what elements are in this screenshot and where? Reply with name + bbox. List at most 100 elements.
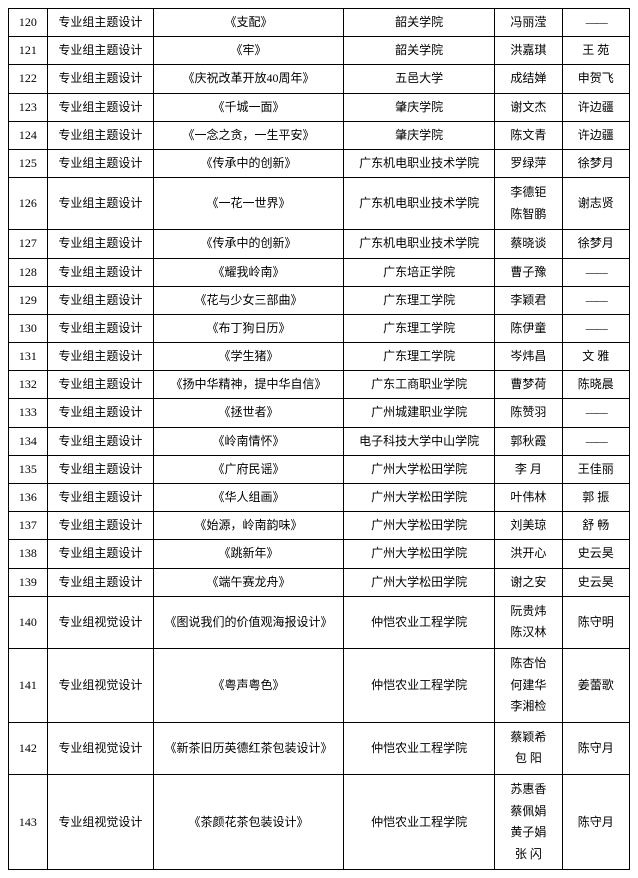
- school: 广东培正学院: [344, 258, 495, 286]
- category: 专业组主题设计: [47, 455, 153, 483]
- school: 电子科技大学中山学院: [344, 427, 495, 455]
- advisor: 文 雅: [562, 343, 629, 371]
- work-title: 《新茶旧历英德红茶包装设计》: [154, 722, 344, 774]
- names: 陈赞羽: [495, 399, 562, 427]
- school: 广州大学松田学院: [344, 568, 495, 596]
- advisor: 王佳丽: [562, 455, 629, 483]
- names: 谢文杰: [495, 93, 562, 121]
- advisor: ——: [562, 427, 629, 455]
- row-number: 130: [9, 314, 48, 342]
- advisor: ——: [562, 286, 629, 314]
- table-row: 136专业组主题设计《华人组画》广州大学松田学院叶伟林郭 振: [9, 484, 630, 512]
- table-row: 120专业组主题设计《支配》韶关学院冯丽滢——: [9, 9, 630, 37]
- table-row: 143专业组视觉设计《茶颜花茶包装设计》仲恺农业工程学院苏惠香蔡佩娟黄子娟张 闪…: [9, 774, 630, 869]
- advisor: ——: [562, 258, 629, 286]
- table-row: 129专业组主题设计《花与少女三部曲》广东理工学院李颖君——: [9, 286, 630, 314]
- table-body: 120专业组主题设计《支配》韶关学院冯丽滢——121专业组主题设计《牢》韶关学院…: [9, 9, 630, 870]
- row-number: 127: [9, 230, 48, 258]
- names: 谢之安: [495, 568, 562, 596]
- school: 广东工商职业学院: [344, 371, 495, 399]
- advisor: 史云昊: [562, 568, 629, 596]
- school: 广东机电职业技术学院: [344, 149, 495, 177]
- names: 李 月: [495, 455, 562, 483]
- table-row: 140专业组视觉设计《图说我们的价值观海报设计》仲恺农业工程学院阮贵炜陈汉林陈守…: [9, 596, 630, 648]
- row-number: 121: [9, 37, 48, 65]
- names: 曹子豫: [495, 258, 562, 286]
- names: 苏惠香蔡佩娟黄子娟张 闪: [495, 774, 562, 869]
- work-title: 《布丁狗日历》: [154, 314, 344, 342]
- row-number: 122: [9, 65, 48, 93]
- names: 洪开心: [495, 540, 562, 568]
- school: 广州大学松田学院: [344, 455, 495, 483]
- advisor: 许边疆: [562, 93, 629, 121]
- table-row: 141专业组视觉设计《粤声粤色》仲恺农业工程学院陈杏怡何建华李湘检姜蕾歌: [9, 648, 630, 722]
- school: 仲恺农业工程学院: [344, 648, 495, 722]
- names: 蔡颖希包 阳: [495, 722, 562, 774]
- work-title: 《传承中的创新》: [154, 230, 344, 258]
- work-title: 《图说我们的价值观海报设计》: [154, 596, 344, 648]
- school: 广东理工学院: [344, 286, 495, 314]
- row-number: 137: [9, 512, 48, 540]
- school: 韶关学院: [344, 9, 495, 37]
- category: 专业组主题设计: [47, 399, 153, 427]
- names: 刘美琼: [495, 512, 562, 540]
- names: 郭秋霞: [495, 427, 562, 455]
- school: 广东机电职业技术学院: [344, 178, 495, 230]
- school: 肇庆学院: [344, 121, 495, 149]
- table-row: 137专业组主题设计《始源，岭南韵味》广州大学松田学院刘美琼舒 畅: [9, 512, 630, 540]
- row-number: 143: [9, 774, 48, 869]
- school: 广州大学松田学院: [344, 484, 495, 512]
- names: 阮贵炜陈汉林: [495, 596, 562, 648]
- table-row: 126专业组主题设计《一花一世界》广东机电职业技术学院李德钜陈智鹏谢志贤: [9, 178, 630, 230]
- table-row: 122专业组主题设计《庆祝改革开放40周年》五邑大学成结婵申贺飞: [9, 65, 630, 93]
- advisor: 陈守月: [562, 774, 629, 869]
- category: 专业组主题设计: [47, 427, 153, 455]
- category: 专业组主题设计: [47, 568, 153, 596]
- table-row: 138专业组主题设计《跳新年》广州大学松田学院洪开心史云昊: [9, 540, 630, 568]
- category: 专业组主题设计: [47, 258, 153, 286]
- row-number: 131: [9, 343, 48, 371]
- work-title: 《一花一世界》: [154, 178, 344, 230]
- table-row: 134专业组主题设计《岭南情怀》电子科技大学中山学院郭秋霞——: [9, 427, 630, 455]
- advisor: 陈守明: [562, 596, 629, 648]
- names: 叶伟林: [495, 484, 562, 512]
- work-title: 《学生猪》: [154, 343, 344, 371]
- names: 成结婵: [495, 65, 562, 93]
- names: 陈杏怡何建华李湘检: [495, 648, 562, 722]
- school: 广州城建职业学院: [344, 399, 495, 427]
- advisor: 姜蕾歌: [562, 648, 629, 722]
- row-number: 142: [9, 722, 48, 774]
- school: 广东理工学院: [344, 343, 495, 371]
- school: 广州大学松田学院: [344, 540, 495, 568]
- row-number: 139: [9, 568, 48, 596]
- row-number: 140: [9, 596, 48, 648]
- school: 仲恺农业工程学院: [344, 774, 495, 869]
- school: 韶关学院: [344, 37, 495, 65]
- table-row: 132专业组主题设计《扬中华精神，提中华自信》广东工商职业学院曹梦荷陈晓晨: [9, 371, 630, 399]
- advisor: ——: [562, 9, 629, 37]
- work-title: 《扬中华精神，提中华自信》: [154, 371, 344, 399]
- advisor: 陈晓晨: [562, 371, 629, 399]
- category: 专业组主题设计: [47, 149, 153, 177]
- table-row: 127专业组主题设计《传承中的创新》广东机电职业技术学院蔡晓谈徐梦月: [9, 230, 630, 258]
- work-title: 《端午赛龙舟》: [154, 568, 344, 596]
- row-number: 136: [9, 484, 48, 512]
- names: 李德钜陈智鹏: [495, 178, 562, 230]
- school: 五邑大学: [344, 65, 495, 93]
- advisor: 徐梦月: [562, 230, 629, 258]
- names: 冯丽滢: [495, 9, 562, 37]
- names: 罗绿萍: [495, 149, 562, 177]
- row-number: 129: [9, 286, 48, 314]
- work-title: 《广府民谣》: [154, 455, 344, 483]
- work-title: 《华人组画》: [154, 484, 344, 512]
- school: 广州大学松田学院: [344, 512, 495, 540]
- work-title: 《花与少女三部曲》: [154, 286, 344, 314]
- names: 岑炜昌: [495, 343, 562, 371]
- names: 李颖君: [495, 286, 562, 314]
- category: 专业组主题设计: [47, 512, 153, 540]
- work-title: 《始源，岭南韵味》: [154, 512, 344, 540]
- row-number: 120: [9, 9, 48, 37]
- category: 专业组视觉设计: [47, 774, 153, 869]
- table-row: 128专业组主题设计《耀我岭南》广东培正学院曹子豫——: [9, 258, 630, 286]
- advisor: ——: [562, 314, 629, 342]
